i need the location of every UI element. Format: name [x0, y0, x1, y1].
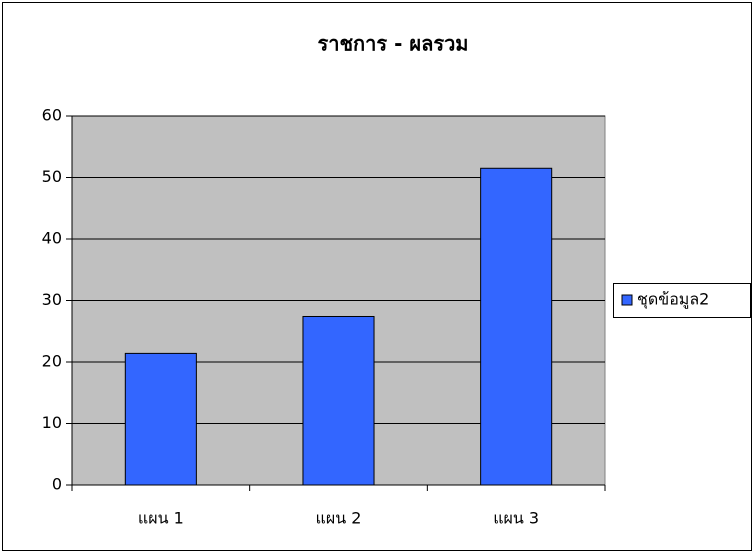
y-tick-label: 50 — [42, 167, 62, 186]
y-tick-label: 40 — [42, 229, 62, 248]
chart-title: ราชการ - ผลรวม — [318, 32, 469, 56]
bar — [124, 352, 197, 486]
y-tick-label: 10 — [42, 413, 62, 432]
y-tick-label: 30 — [42, 290, 62, 309]
y-tick-label: 0 — [52, 475, 62, 494]
legend-label: ชุดข้อมูล2 — [637, 290, 709, 310]
bar — [302, 315, 375, 486]
x-tick-label: แผน 3 — [493, 509, 539, 528]
legend-box — [613, 283, 751, 318]
y-tick-label: 60 — [42, 106, 62, 125]
bar — [480, 167, 553, 486]
x-tick-label: แผน 2 — [316, 509, 362, 528]
y-tick-label: 20 — [42, 352, 62, 371]
x-tick-label: แผน 1 — [138, 509, 184, 528]
legend-swatch — [621, 294, 633, 306]
